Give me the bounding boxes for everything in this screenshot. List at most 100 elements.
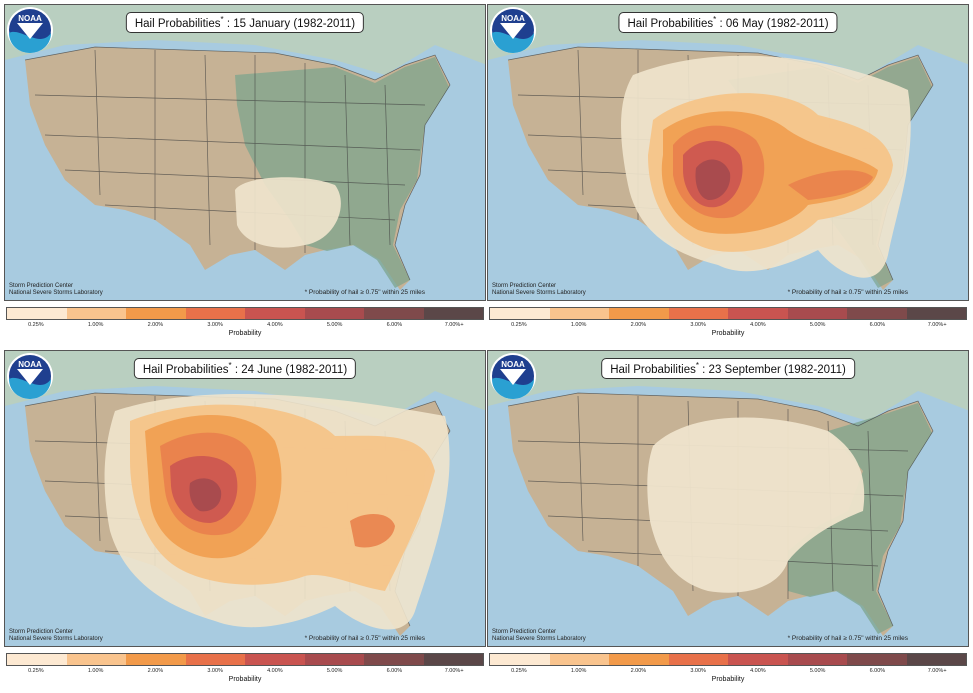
legend-swatch <box>668 654 728 665</box>
legend-swatch <box>668 308 728 319</box>
title-text: Hail Probabilities <box>610 363 696 376</box>
footnote-text: * Probability of hail ≥ 0.75" within 25 … <box>787 635 908 642</box>
legend-ticks: 0.25% 1.00% 2.00% 3.00% 4.00% 5.00% 6.00% 7.00%… <box>489 322 967 328</box>
legend-tick-label: 5.00% <box>809 668 826 674</box>
map-june: Hail Probabilities* : 24 June (1982-2011… <box>4 350 486 647</box>
legend-tick-label: 2.00% <box>147 322 164 328</box>
legend-may: 0.25% 1.00% 2.00% 3.00% 4.00% 5.00% 6.00% 7.00%… <box>487 307 969 341</box>
title-date: : 24 June (1982-2011) <box>234 363 348 376</box>
legend-tick-label: 4.00% <box>267 322 283 328</box>
legend-swatch <box>7 654 67 665</box>
title-text: Hail Probabilities <box>134 17 221 30</box>
title-text: Hail Probabilities <box>627 17 714 30</box>
legend-swatch <box>423 308 483 319</box>
legend-swatch <box>549 308 609 319</box>
legend-ticks: 0.25% 1.00% 2.00% 3.00% 4.00% 5.00% 6.00% 7.00%… <box>6 668 484 674</box>
us-basemap <box>488 351 968 646</box>
legend-swatch <box>304 654 364 665</box>
footnote-text: * Probability of hail ≥ 0.75" within 25 … <box>304 635 425 642</box>
us-basemap <box>5 351 485 646</box>
legend-swatch <box>728 308 788 319</box>
legend-tick-label: 7.00%+ <box>444 668 464 674</box>
title-asterisk: * <box>713 15 717 24</box>
legend-swatch <box>787 654 847 665</box>
legend-label: Probability <box>711 330 745 337</box>
noaa-logo-icon: NOAA <box>7 7 53 53</box>
legend-tick-label: 1.00% <box>570 322 587 328</box>
legend-tick-label: 1.00% <box>87 668 104 674</box>
legend-ticks: 0.25% 1.00% 2.00% 3.00% 4.00% 5.00% 6.00% 7.00%… <box>489 668 967 674</box>
us-basemap <box>5 5 485 300</box>
title-date: : 06 May (1982-2011) <box>719 17 829 30</box>
legend-tick-label: 3.00% <box>690 668 706 674</box>
map-title: Hail Probabilities* : 24 June (1982-2011… <box>133 358 357 379</box>
legend-swatch <box>185 308 245 319</box>
legend-swatch <box>7 308 67 319</box>
legend-tick-label: 4.00% <box>750 322 766 328</box>
legend-tick-label: 1.00% <box>87 322 104 328</box>
legend-swatch <box>728 654 788 665</box>
legend-swatch <box>787 308 847 319</box>
svg-text:NOAA: NOAA <box>18 360 42 369</box>
legend-swatch <box>609 654 669 665</box>
legend-swatch <box>304 308 364 319</box>
legend-swatch <box>906 654 966 665</box>
legend-swatch <box>423 654 483 665</box>
legend-swatch <box>66 308 126 319</box>
legend-colorbar <box>6 307 484 320</box>
legend-swatch <box>490 308 550 319</box>
svg-text:NOAA: NOAA <box>501 14 525 23</box>
legend-tick-label: 0.25% <box>511 668 527 674</box>
legend-tick-label: 5.00% <box>326 668 343 674</box>
noaa-logo-icon: NOAA <box>490 353 536 399</box>
legend-tick-label: 0.25% <box>511 322 527 328</box>
svg-text:NOAA: NOAA <box>18 14 42 23</box>
legend-tick-label: 4.00% <box>267 668 283 674</box>
legend-label: Probability <box>711 676 745 683</box>
legend-september: 0.25% 1.00% 2.00% 3.00% 4.00% 5.00% 6.00% 7.00%… <box>487 653 969 687</box>
legend-swatch <box>245 654 305 665</box>
legend-swatch <box>185 654 245 665</box>
legend-tick-label: 0.25% <box>28 668 44 674</box>
legend-tick-label: 3.00% <box>207 322 223 328</box>
title-asterisk: * <box>228 361 232 370</box>
legend-tick-label: 0.25% <box>28 322 44 328</box>
credit-text: Storm Prediction Center National Severe S… <box>492 629 586 642</box>
legend-tick-label: 6.00% <box>386 322 403 328</box>
legend-swatch <box>66 654 126 665</box>
svg-text:NOAA: NOAA <box>501 360 525 369</box>
legend-tick-label: 6.00% <box>386 668 403 674</box>
legend-tick-label: 7.00%+ <box>444 322 464 328</box>
legend-swatch <box>490 654 550 665</box>
title-date: : 15 January (1982-2011) <box>226 17 356 30</box>
legend-swatch <box>126 654 186 665</box>
legend-tick-label: 2.00% <box>147 668 164 674</box>
map-title: Hail Probabilities* : 23 September (1982… <box>601 358 855 379</box>
legend-colorbar <box>489 307 967 320</box>
legend-ticks: 0.25% 1.00% 2.00% 3.00% 4.00% 5.00% 6.00% 7.00%… <box>6 322 484 328</box>
noaa-logo-icon: NOAA <box>490 7 536 53</box>
legend-tick-label: 5.00% <box>326 322 343 328</box>
title-asterisk: * <box>695 361 699 370</box>
legend-tick-label: 7.00%+ <box>927 322 947 328</box>
credit-text: Storm Prediction Center National Severe S… <box>9 283 103 296</box>
title-date: : 23 September (1982-2011) <box>702 363 846 376</box>
noaa-logo-icon: NOAA <box>7 353 53 399</box>
credit-text: Storm Prediction Center National Severe S… <box>492 283 586 296</box>
legend-tick-label: 3.00% <box>690 322 706 328</box>
legend-swatch <box>364 308 424 319</box>
legend-january: 0.25% 1.00% 2.00% 3.00% 4.00% 5.00% 6.00% 7.00%… <box>4 307 486 341</box>
map-september: Hail Probabilities* : 23 September (1982… <box>487 350 969 647</box>
legend-label: Probability <box>228 330 262 337</box>
legend-swatch <box>126 308 186 319</box>
title-text: Hail Probabilities <box>142 363 229 376</box>
legend-tick-label: 2.00% <box>630 668 647 674</box>
legend-tick-label: 6.00% <box>869 322 886 328</box>
legend-swatch <box>906 308 966 319</box>
legend-tick-label: 4.00% <box>750 668 766 674</box>
legend-tick-label: 2.00% <box>630 322 647 328</box>
map-title: Hail Probabilities* : 15 January (1982-2… <box>125 12 365 33</box>
legend-tick-label: 3.00% <box>207 668 223 674</box>
map-title: Hail Probabilities* : 06 May (1982-2011) <box>618 12 838 33</box>
footnote-text: * Probability of hail ≥ 0.75" within 25 … <box>787 289 908 296</box>
